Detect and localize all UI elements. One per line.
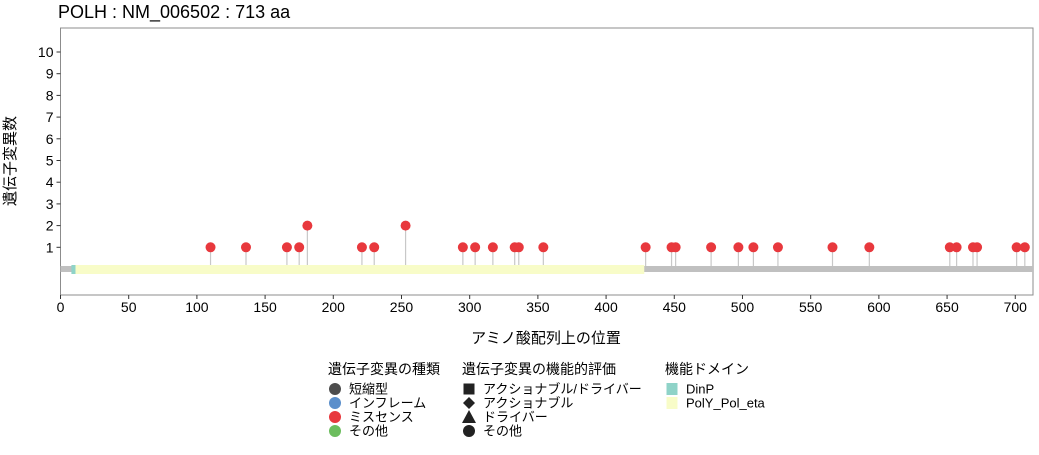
y-tick-label: 10 [38,44,54,60]
mutation-point [1019,242,1030,253]
y-tick-label: 2 [46,218,54,234]
mutation-point [670,242,681,253]
x-tick-label: 600 [867,299,891,315]
mutation-point [369,242,380,253]
x-tick-label: 550 [799,299,823,315]
legend-key [666,383,678,395]
legend-key [463,397,475,409]
plot-border [60,27,1034,296]
x-tick-label: 700 [1004,299,1028,315]
legend-label: PolY_Pol_eta [686,396,766,411]
mutation-point [640,242,651,253]
mutation-point [538,242,549,253]
mutation-point [302,220,313,231]
legend-key [329,411,341,423]
legend-label: DinP [686,382,714,397]
legend-label: 短縮型 [349,382,388,397]
y-tick-label: 8 [46,87,54,103]
x-tick-label: 650 [935,299,959,315]
x-tick-label: 400 [594,299,618,315]
x-tick-label: 350 [526,299,550,315]
legend-label: アクショナブル/ドライバー [483,382,642,397]
y-tick-label: 5 [46,153,54,169]
mutation-point [356,242,367,253]
legend-label: その他 [483,424,522,439]
x-tick-label: 250 [390,299,414,315]
mutation-point [281,242,292,253]
mutation-point [294,242,305,253]
legend-area: 遺伝子変異の種類短縮型インフレームミスセンスその他遺伝子変異の機能的評価アクショ… [328,361,766,439]
mutation-point [748,242,759,253]
domain-dinp [71,265,76,274]
y-tick-label: 7 [46,109,54,125]
mutation-point [487,242,498,253]
mutation-point [513,242,524,253]
x-tick-label: 0 [57,299,65,315]
x-axis-label: アミノ酸配列上の位置 [471,330,621,347]
legend-title: 機能ドメイン [665,361,749,377]
mutation-point [951,242,962,253]
legend-label: インフレーム [349,396,426,411]
mutation-point [706,242,717,253]
mutation-point [470,242,481,253]
mutation-point [205,242,216,253]
mutation-point [1011,242,1022,253]
y-tick-label: 4 [46,174,54,190]
legend-title: 遺伝子変異の種類 [328,361,440,377]
x-tick-label: 300 [458,299,482,315]
y-tick-label: 1 [46,239,54,255]
mutation-point [457,242,468,253]
legend-key [463,383,475,395]
chart-title: POLH : NM_006502 : 713 aa [58,2,291,23]
x-tick-label: 200 [322,299,346,315]
legend-label: アクショナブル [483,396,573,411]
legend-key [329,383,341,395]
mutation-point [864,242,875,253]
y-tick-label: 9 [46,66,54,82]
mutation-point [733,242,744,253]
mutation-point [972,242,983,253]
y-axis-label: 遺伝子変異数 [2,116,19,206]
y-tick-label: 3 [46,196,54,212]
x-tick-label: 500 [731,299,755,315]
mutation-point [772,242,783,253]
x-tick-label: 150 [253,299,277,315]
legend-key [462,410,476,423]
domain-poly-pol-eta [75,265,645,274]
legend-key [463,425,475,437]
legend-label: ミスセンス [349,410,414,425]
mutation-point [400,220,411,231]
legend-label: その他 [349,424,388,439]
legend-label: ドライバー [483,410,548,425]
legend-title: 遺伝子変異の機能的評価 [462,361,616,377]
mutation-point [827,242,838,253]
x-tick-label: 100 [185,299,209,315]
mutation-point [240,242,251,253]
y-tick-label: 6 [46,131,54,147]
x-tick-label: 50 [121,299,137,315]
legend-key [329,397,341,409]
legend-key [666,397,678,409]
x-tick-label: 450 [663,299,687,315]
legend-key [329,425,341,437]
